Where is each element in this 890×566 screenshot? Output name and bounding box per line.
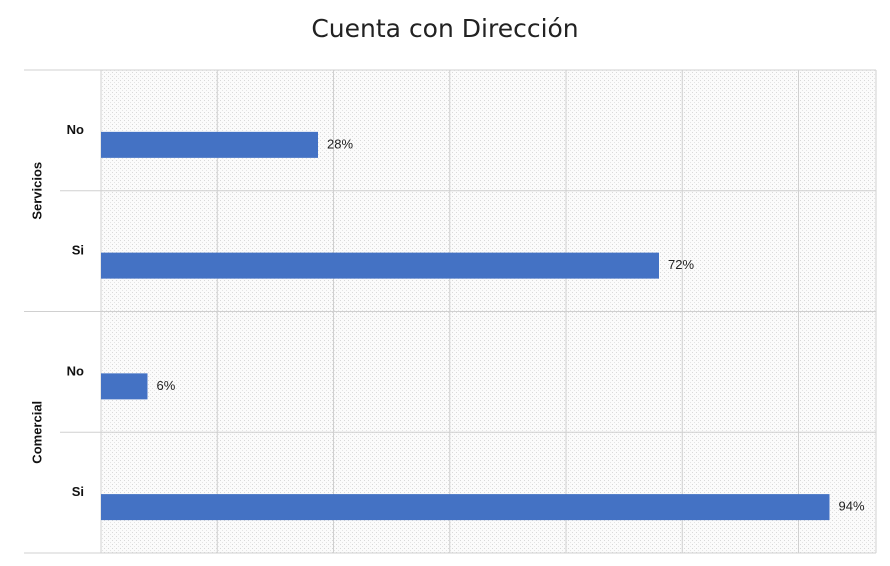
data-label: 6% — [157, 378, 176, 393]
bar — [101, 131, 318, 158]
bar — [101, 494, 830, 521]
category-label: No — [67, 122, 84, 137]
bar — [101, 252, 659, 279]
category-label: Si — [72, 484, 84, 499]
category-label: Si — [72, 243, 84, 258]
category-label: No — [67, 363, 84, 378]
group-label: Servicios — [29, 162, 44, 220]
chart-title: Cuenta con Dirección — [311, 14, 579, 43]
data-label: 94% — [839, 499, 865, 514]
bar — [101, 373, 148, 400]
data-label: 72% — [668, 257, 694, 272]
group-label: Comercial — [29, 401, 44, 464]
data-label: 28% — [327, 136, 353, 151]
